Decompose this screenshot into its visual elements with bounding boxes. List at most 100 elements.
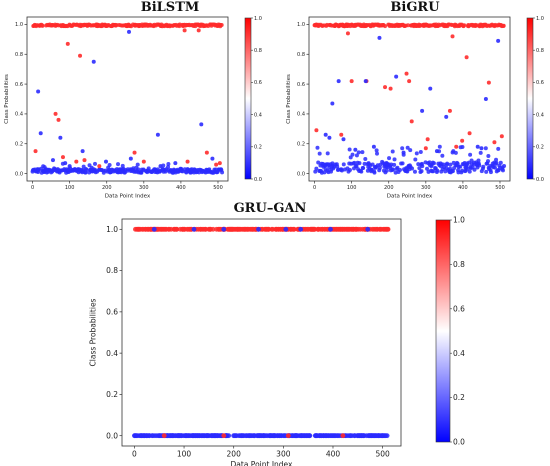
data-point — [161, 433, 167, 439]
chart-panel-0: 0 100 200 300 400 500 0.0 0.2 0.4 0.6 0.8 1.0 Data P… — [4, 16, 262, 200]
data-point — [387, 156, 392, 161]
data-point — [488, 170, 493, 175]
data-point — [80, 149, 85, 154]
data-point — [383, 85, 388, 90]
data-point — [434, 149, 439, 154]
colorbar-tick-label: 1.0 — [536, 16, 544, 22]
data-point — [383, 24, 388, 29]
data-point — [454, 144, 459, 149]
chart-panel-2: 0 100 200 300 400 500 0.0 0.2 0.4 0.6 0.8 1.0 Data P… — [89, 216, 466, 466]
data-point — [316, 160, 321, 165]
data-point — [431, 161, 436, 166]
data-point — [60, 155, 65, 160]
x-tick-label: 200 — [102, 185, 112, 191]
y-tick-label: 0.0 — [297, 171, 305, 177]
y-tick-label: 0.2 — [15, 141, 23, 147]
data-point — [458, 164, 463, 169]
data-point — [356, 150, 361, 155]
colorbar-tick-label: 0.2 — [453, 393, 465, 402]
data-point — [357, 161, 362, 166]
data-point — [483, 97, 488, 101]
data-point — [174, 226, 180, 232]
data-point — [460, 138, 465, 143]
x-axis-label: Data Point Index — [105, 194, 151, 200]
chart-title-bilstm: BiLSTM — [140, 0, 200, 15]
data-point — [405, 145, 410, 150]
x-tick-label: 400 — [326, 450, 341, 459]
data-point — [82, 158, 87, 163]
data-point — [336, 79, 341, 84]
x-tick-label: 100 — [347, 185, 357, 191]
plot-frame — [26, 16, 229, 182]
data-point — [409, 119, 414, 124]
data-point — [221, 226, 227, 232]
data-point — [166, 162, 171, 167]
y-tick-label: 0.4 — [15, 112, 23, 118]
data-point — [93, 161, 98, 166]
colorbar-tick-label: 0.0 — [536, 177, 544, 183]
data-point — [350, 152, 355, 157]
data-point — [97, 164, 102, 169]
data-point — [33, 149, 38, 154]
data-point — [151, 226, 157, 232]
scatter-points — [132, 226, 391, 439]
data-point — [341, 162, 346, 167]
data-point — [447, 108, 452, 113]
data-point — [325, 151, 330, 156]
data-point — [63, 161, 68, 166]
y-tick-label: 0.2 — [297, 141, 305, 147]
data-point — [199, 122, 204, 127]
data-point — [418, 150, 423, 155]
data-point — [196, 28, 201, 33]
data-point — [166, 164, 171, 169]
data-point — [437, 144, 442, 149]
data-point — [363, 79, 368, 84]
colorbar — [244, 17, 252, 180]
data-point — [349, 79, 354, 84]
data-point — [116, 162, 121, 167]
y-tick-label: 0.2 — [106, 390, 118, 399]
data-point — [204, 150, 209, 155]
colorbar-tick-label: 1.0 — [453, 216, 465, 225]
data-point — [484, 169, 489, 174]
data-point — [347, 168, 352, 173]
data-point — [384, 168, 389, 173]
data-point — [362, 161, 367, 166]
y-tick-label: 1.0 — [106, 225, 118, 234]
data-point — [136, 167, 141, 172]
data-point — [460, 144, 465, 149]
y-tick-label: 0.0 — [106, 431, 118, 440]
data-point — [425, 137, 430, 142]
data-point — [445, 161, 450, 166]
data-point — [50, 158, 55, 163]
y-axis-label: Class Probabilities — [286, 74, 292, 124]
data-point — [450, 34, 455, 39]
x-tick-label: 300 — [421, 185, 431, 191]
data-point — [467, 169, 472, 174]
data-point — [501, 23, 506, 28]
x-tick-label: 200 — [384, 185, 394, 191]
data-point — [448, 162, 453, 167]
data-point — [410, 166, 415, 171]
x-tick-label: 0 — [313, 185, 316, 191]
data-point — [58, 135, 63, 140]
scatter-points — [30, 22, 225, 175]
data-point — [406, 23, 411, 28]
data-point — [479, 146, 484, 151]
x-tick-label: 300 — [139, 185, 149, 191]
colorbar-tick-label: 0.0 — [254, 177, 262, 183]
colorbar-tick-label: 0.8 — [254, 48, 262, 54]
data-point — [392, 157, 397, 162]
x-tick-label: 500 — [375, 450, 390, 459]
y-tick-label: 1.0 — [15, 22, 23, 28]
x-axis-label: Data Point Index — [231, 460, 294, 466]
data-point — [345, 31, 350, 36]
data-point — [347, 147, 352, 152]
data-point — [317, 151, 322, 156]
data-point — [371, 144, 376, 149]
data-point — [36, 89, 41, 94]
data-point — [307, 433, 313, 439]
data-point — [465, 166, 470, 171]
data-point — [407, 79, 412, 84]
